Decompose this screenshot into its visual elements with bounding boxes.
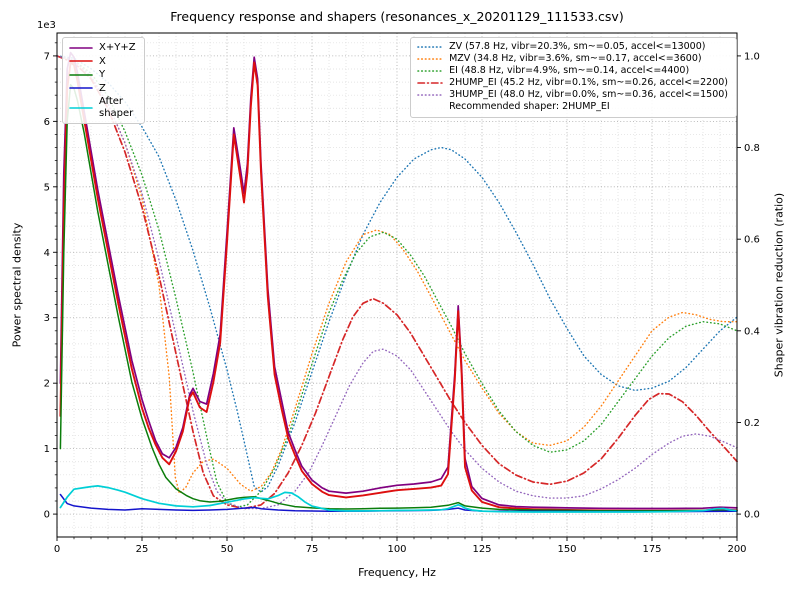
legend-line-sample	[417, 46, 443, 49]
legend-label: 3HUMP_EI (48.0 Hz, vibr=0.0%, sm~=0.36, …	[449, 88, 728, 100]
tick-label: 0.8	[744, 143, 760, 154]
y-axis-offset-text: 1e3	[37, 20, 56, 31]
series-after-shaper	[59, 485, 738, 513]
legend-line-sample	[69, 106, 93, 109]
legend-label: EI (48.8 Hz, vibr=4.9%, sm~=0.14, accel<…	[449, 64, 690, 76]
legend-label: X+Y+Z	[99, 42, 136, 53]
tick-label: 0.4	[744, 326, 760, 337]
series-mzv	[56, 55, 738, 495]
legend-line-sample	[417, 82, 443, 85]
legend-shapers: ZV (57.8 Hz, vibr=20.3%, sm~=0.05, accel…	[410, 37, 737, 118]
chart-title: Frequency response and shapers (resonanc…	[170, 9, 624, 24]
legend-entry: MZV (34.8 Hz, vibr=3.6%, sm~=0.17, accel…	[417, 52, 728, 65]
tick-label: 2	[44, 379, 50, 390]
tick-label: 175	[642, 544, 661, 555]
legend-line-sample	[417, 70, 443, 73]
series-y	[59, 83, 738, 512]
tick-label: 25	[136, 544, 149, 555]
tick-label: 4	[44, 248, 50, 259]
legend-entry: X	[69, 56, 136, 68]
tick-label: 1	[44, 444, 50, 455]
legend-line-sample	[417, 94, 443, 96]
tick-label: 3	[44, 313, 50, 324]
tick-label: 75	[306, 544, 319, 555]
series-3hump-ei	[56, 55, 738, 510]
tick-label: 0	[54, 544, 60, 555]
tick-label: 125	[472, 544, 491, 555]
legend-entry: After shaper	[69, 96, 136, 119]
legend-line-sample	[69, 60, 93, 63]
tick-label: 7	[44, 51, 50, 62]
x-axis-label: Frequency, Hz	[358, 566, 436, 579]
legend-label: After shaper	[99, 96, 134, 119]
tick-label: 0	[44, 510, 50, 521]
y-axis-right-label: Shaper vibration reduction (ratio)	[772, 192, 786, 378]
tick-label: 100	[387, 544, 406, 555]
legend-entry: 3HUMP_EI (48.0 Hz, vibr=0.0%, sm~=0.36, …	[417, 88, 728, 101]
legend-entry: EI (48.8 Hz, vibr=4.9%, sm~=0.14, accel<…	[417, 64, 728, 77]
legend-entry: Z	[69, 83, 136, 95]
legend-line-sample	[69, 73, 93, 76]
tick-label: 50	[221, 544, 234, 555]
legend-entry: 2HUMP_EI (45.2 Hz, vibr=0.1%, sm~=0.26, …	[417, 76, 728, 89]
series-x-y-z	[59, 51, 738, 510]
legend-entry: Y	[69, 69, 136, 81]
legend-label: MZV (34.8 Hz, vibr=3.6%, sm~=0.17, accel…	[449, 52, 702, 64]
tick-label: 6	[44, 117, 50, 128]
series-x	[59, 61, 738, 512]
legend-spacer	[417, 102, 443, 112]
tick-label: 5	[44, 182, 50, 193]
series-zv	[56, 55, 738, 493]
legend-label: X	[99, 55, 106, 67]
legend-entry: Recommended shaper: 2HUMP_EI	[417, 100, 728, 113]
legend-line-sample	[417, 58, 443, 61]
tick-label: 150	[557, 544, 576, 555]
legend-label: 2HUMP_EI (45.2 Hz, vibr=0.1%, sm~=0.26, …	[449, 76, 728, 88]
y-axis-left-label: Power spectral density	[10, 222, 24, 348]
tick-label: 0.2	[744, 418, 760, 429]
series-2hump-ei	[56, 55, 738, 510]
legend-label: Z	[99, 82, 106, 94]
tick-label: 0.6	[744, 235, 760, 246]
legend-entry: ZV (57.8 Hz, vibr=20.3%, sm~=0.05, accel…	[417, 41, 728, 53]
legend-label: Y	[99, 69, 106, 80]
legend-label: ZV (57.8 Hz, vibr=20.3%, sm~=0.05, accel…	[449, 41, 706, 52]
legend-psd: X+Y+Z X Y Z After shaper	[62, 37, 145, 124]
tick-label: 1.0	[744, 51, 760, 62]
tick-label: 0.0	[744, 510, 760, 521]
legend-line-sample	[69, 46, 93, 49]
legend-entry: X+Y+Z	[69, 42, 136, 54]
series	[56, 51, 738, 513]
series-ei	[56, 55, 738, 508]
axis-ticks: 0 25 50 75 100 125 150 175 200 0 1 2 3 4 5 6 7 0.0 0.2 0.4 0…	[44, 42, 760, 555]
legend-label: Recommended shaper: 2HUMP_EI	[449, 100, 610, 112]
tick-label: 200	[727, 544, 746, 555]
legend-line-sample	[69, 87, 93, 90]
